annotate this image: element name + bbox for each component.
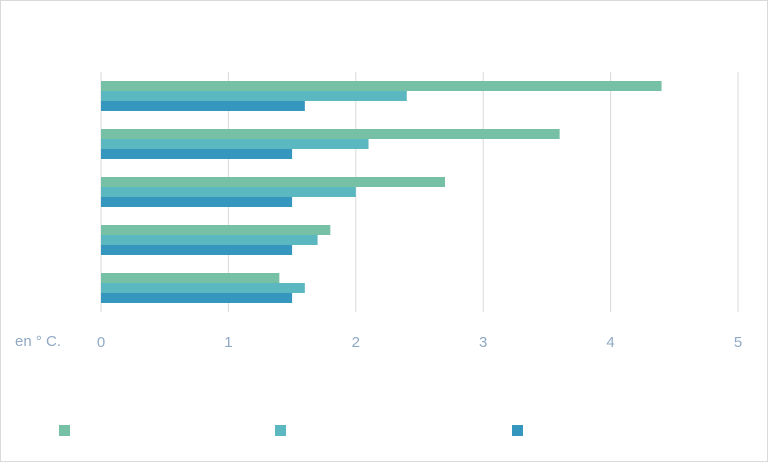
bar-series-1-cat-3 <box>101 177 445 187</box>
bar-series-2-cat-2 <box>101 139 369 149</box>
bar-series-1-cat-1 <box>101 81 662 91</box>
bar-series-1-cat-5 <box>101 273 280 283</box>
x-tick-label: 3 <box>479 334 487 351</box>
bar-series-1-cat-4 <box>101 225 331 235</box>
bar-series-3-cat-5 <box>101 293 293 303</box>
x-tick-label: 5 <box>734 334 742 351</box>
x-tick-label: 1 <box>224 334 232 351</box>
bar-series-1-cat-2 <box>101 129 560 139</box>
bar-series-2-cat-3 <box>101 187 356 197</box>
bar-series-3-cat-2 <box>101 149 293 159</box>
x-tick-label: 2 <box>352 334 360 351</box>
legend-swatch-3 <box>512 425 523 436</box>
legend-swatch-1 <box>59 425 70 436</box>
bar-series-2-cat-1 <box>101 91 407 101</box>
bar-series-3-cat-1 <box>101 101 305 111</box>
legend-swatch-2 <box>275 425 286 436</box>
bar-series-2-cat-5 <box>101 283 305 293</box>
x-axis-label: en ° C. <box>15 333 61 350</box>
bar-series-2-cat-4 <box>101 235 318 245</box>
x-tick-label: 4 <box>606 334 614 351</box>
x-tick-label: 0 <box>97 334 105 351</box>
bar-series-3-cat-3 <box>101 197 293 207</box>
bar-series-3-cat-4 <box>101 245 293 255</box>
